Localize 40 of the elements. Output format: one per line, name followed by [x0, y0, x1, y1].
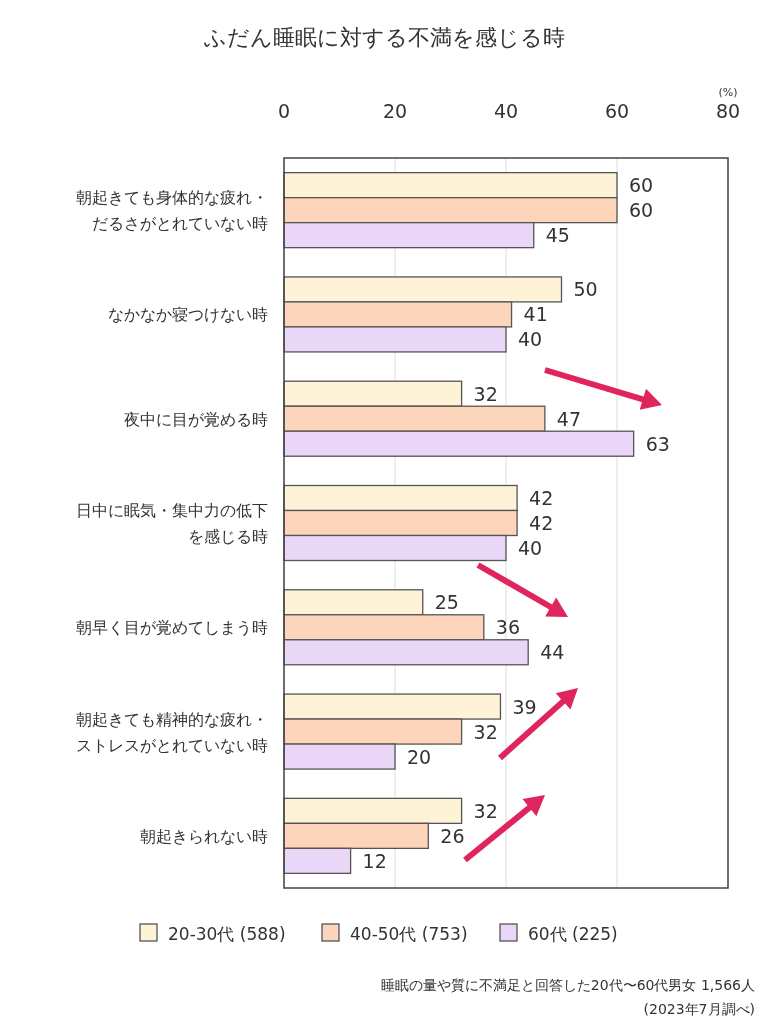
- data-label: 25: [434, 591, 459, 614]
- data-label: 60: [629, 174, 654, 197]
- data-label: 39: [512, 695, 537, 718]
- x-tick-label: 20: [382, 100, 408, 122]
- legend-label: 40-50代 (753): [350, 924, 468, 944]
- data-label: 36: [495, 616, 520, 639]
- y-tick-label: 朝起きられない時: [140, 826, 268, 846]
- data-label: 50: [573, 278, 598, 301]
- data-label: 20: [407, 745, 432, 768]
- chart-title: ふだん睡眠に対する不満を感じる時: [202, 25, 565, 50]
- data-label: 42: [529, 512, 554, 534]
- data-label: 47: [556, 407, 582, 430]
- y-tick-label: 朝起きても身体的な疲れ・だるさがとれていない時: [76, 188, 268, 234]
- data-label: 32: [473, 382, 498, 405]
- x-tick-label: 40: [493, 100, 519, 122]
- data-label: 26: [440, 824, 465, 847]
- x-axis-title: (%): [718, 86, 738, 99]
- data-label: 12: [362, 849, 387, 872]
- data-label: 45: [545, 224, 570, 247]
- data-label: 40: [518, 328, 543, 351]
- data-label: 32: [473, 720, 498, 743]
- data-label: 42: [529, 487, 554, 509]
- x-tick-label: 80: [715, 100, 741, 122]
- legend-label: 60代 (225): [528, 924, 618, 944]
- y-tick-label: 日中に眠気・集中力の低下を感じる時: [76, 501, 268, 546]
- data-label: 63: [645, 432, 670, 455]
- y-tick-label: 夜中に目が覚める時: [124, 409, 268, 429]
- y-tick-label: 朝起きても精神的な疲れ・ストレスがとれていない時: [76, 709, 268, 755]
- data-label: 32: [473, 799, 498, 822]
- x-tick-label: 60: [604, 100, 630, 122]
- y-tick-label: 朝早く目が覚めてしまう時: [76, 618, 268, 638]
- legend-label: 20-30代 (588): [168, 924, 286, 944]
- text: (2023年7月調べ): [643, 1001, 755, 1017]
- text: 睡眠の量や質に不満足と回答した20代〜60代男女 1,566人: [380, 977, 755, 993]
- data-label: 40: [518, 537, 543, 559]
- data-label: 60: [629, 199, 654, 222]
- y-tick-label: なかなか寝つけない時: [108, 305, 268, 325]
- data-label: 41: [523, 303, 548, 326]
- x-tick-label: 0: [277, 100, 291, 122]
- data-label: 44: [540, 641, 565, 664]
